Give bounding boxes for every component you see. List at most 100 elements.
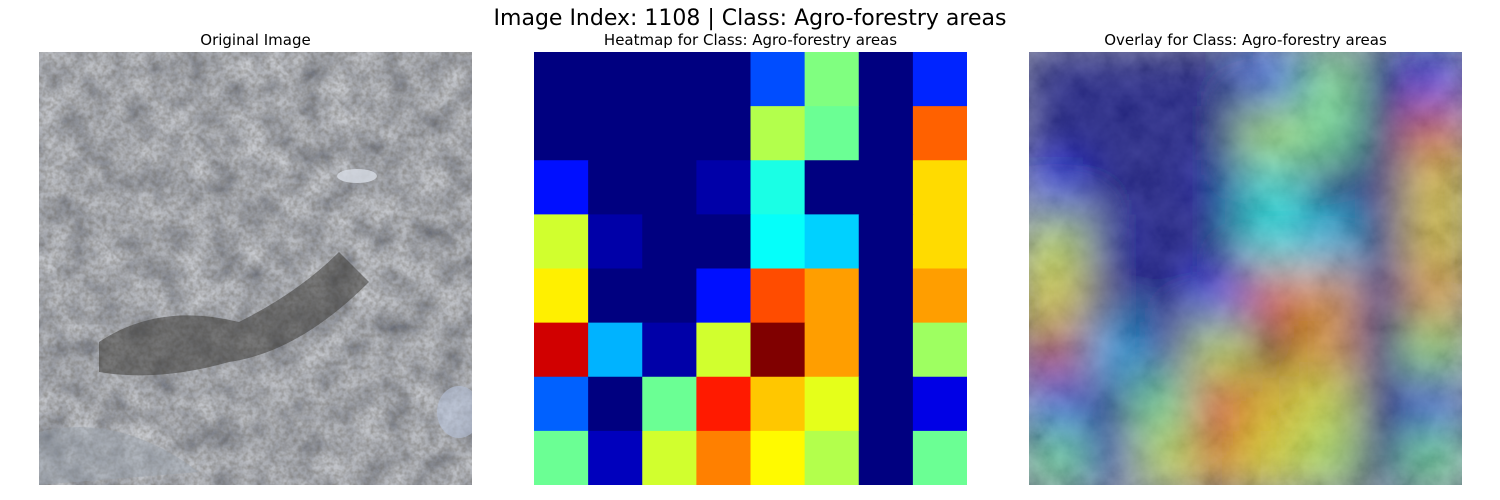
- heatmap-cell: [588, 268, 643, 324]
- heatmap-cell: [642, 376, 697, 432]
- heatmap-cell: [588, 214, 643, 270]
- heatmap-cell: [642, 106, 697, 161]
- heatmap-cell: [534, 214, 589, 270]
- heatmap-cell: [858, 268, 914, 324]
- overlay-title: Overlay for Class: Agro-forestry areas: [1104, 31, 1387, 49]
- overlay-heat-cell: [1245, 268, 1301, 324]
- overlay-heat-cell: [1083, 52, 1138, 107]
- heatmap-cell: [588, 160, 643, 215]
- overlay-heat-cell: [1299, 160, 1355, 215]
- heatmap-cell: [912, 160, 967, 215]
- heatmap-cell: [642, 214, 697, 270]
- overlay-heat-cell: [1083, 214, 1138, 270]
- heatmap-cell: [534, 376, 589, 432]
- heatmap-cell: [750, 268, 806, 324]
- overlay-heat-cell: [1191, 376, 1247, 432]
- heatmap-cell: [588, 106, 643, 161]
- heatmap-cell: [912, 52, 967, 107]
- overlay-heat-cell: [1029, 52, 1084, 107]
- heatmap-cell: [642, 52, 697, 107]
- dark-ridge: [99, 252, 369, 376]
- overlay-heat-cell: [1083, 322, 1138, 378]
- overlay-heat-cell: [1299, 106, 1355, 161]
- heatmap-cell: [858, 160, 914, 215]
- overlay-heat-cell: [1191, 322, 1247, 378]
- overlay-heat-cell: [1083, 106, 1138, 161]
- heatmap-cell: [804, 268, 860, 324]
- figure-title: Image Index: 1108 | Class: Agro-forestry…: [493, 6, 1007, 31]
- overlay-heat-cell: [1029, 106, 1084, 161]
- heatmap-cell: [804, 52, 860, 107]
- overlay-heat-cell: [1299, 430, 1355, 485]
- overlay-heat-cell: [1137, 106, 1192, 161]
- heatmap-cell: [804, 214, 860, 270]
- heatmap-cell: [858, 52, 914, 107]
- overlay-heat-cell: [1245, 52, 1301, 107]
- overlay-heat-cell: [1029, 268, 1084, 324]
- heatmap-cell: [858, 106, 914, 161]
- heatmap-cell: [696, 160, 752, 215]
- overlay-heat-cell: [1191, 106, 1247, 161]
- heatmap-cell: [696, 214, 752, 270]
- heatmap-cell: [804, 376, 860, 432]
- heatmap-cell: [858, 214, 914, 270]
- overlay-heat-cell: [1353, 52, 1409, 107]
- heatmap-cell: [804, 430, 860, 485]
- bright-patch: [437, 386, 472, 438]
- heatmap-cell: [750, 430, 806, 485]
- overlay-image: [1029, 52, 1462, 485]
- overlay-heat-cell: [1137, 322, 1192, 378]
- overlay-heat-cell: [1137, 430, 1192, 485]
- heatmap-cell: [804, 160, 860, 215]
- overlay-heat-cell: [1245, 214, 1301, 270]
- overlay-heat-cell: [1299, 322, 1355, 378]
- original-image-panel: [39, 52, 472, 485]
- overlay-heat-cell: [1299, 268, 1355, 324]
- heatmap-cell: [588, 322, 643, 378]
- overlay-heat-cell: [1191, 160, 1247, 215]
- heatmap-cell: [534, 322, 589, 378]
- overlay-heat-cell: [1029, 430, 1084, 485]
- overlay-heat-cell: [1083, 160, 1138, 215]
- overlay-heat-cell: [1353, 322, 1409, 378]
- overlay-heat-cell: [1407, 160, 1462, 215]
- overlay-heat-cell: [1083, 268, 1138, 324]
- overlay-heat-cell: [1245, 106, 1301, 161]
- overlay-heat-cell: [1137, 160, 1192, 215]
- overlay-heat-cell: [1191, 268, 1247, 324]
- overlay-heat-cell: [1407, 322, 1462, 378]
- heatmap-cell: [858, 430, 914, 485]
- heatmap-panel: [534, 52, 967, 485]
- heatmap-cell: [912, 106, 967, 161]
- heatmap-cell: [750, 322, 806, 378]
- heatmap-cell: [642, 430, 697, 485]
- overlay-panel: [1029, 52, 1462, 485]
- heatmap-cell: [696, 106, 752, 161]
- overlay-heat-cell: [1299, 376, 1355, 432]
- heatmap-cell: [750, 106, 806, 161]
- heatmap-cell: [534, 106, 589, 161]
- overlay-heat-cell: [1407, 430, 1462, 485]
- heatmap-cell: [912, 376, 967, 432]
- heatmap-cell: [696, 52, 752, 107]
- heatmap-cell: [804, 322, 860, 378]
- overlay-heat-cell: [1407, 214, 1462, 270]
- heatmap-cell: [912, 322, 967, 378]
- heatmap-cell: [750, 52, 806, 107]
- heatmap-cell: [696, 322, 752, 378]
- overlay-heat-cell: [1353, 160, 1409, 215]
- overlay-heat-cell: [1353, 430, 1409, 485]
- heatmap-cell: [588, 430, 643, 485]
- heatmap-cell: [912, 430, 967, 485]
- heatmap-cell: [534, 430, 589, 485]
- heatmap-cell: [804, 106, 860, 161]
- overlay-heat-cell: [1353, 376, 1409, 432]
- bright-patch: [337, 169, 377, 183]
- heatmap-cell: [534, 268, 589, 324]
- overlay-heat-cell: [1299, 214, 1355, 270]
- overlay-heat-cell: [1191, 214, 1247, 270]
- terrain-speckle: [39, 52, 472, 485]
- overlay-heat-cell: [1407, 268, 1462, 324]
- heatmap-title: Heatmap for Class: Agro-forestry areas: [603, 31, 898, 49]
- heatmap-cell: [642, 160, 697, 215]
